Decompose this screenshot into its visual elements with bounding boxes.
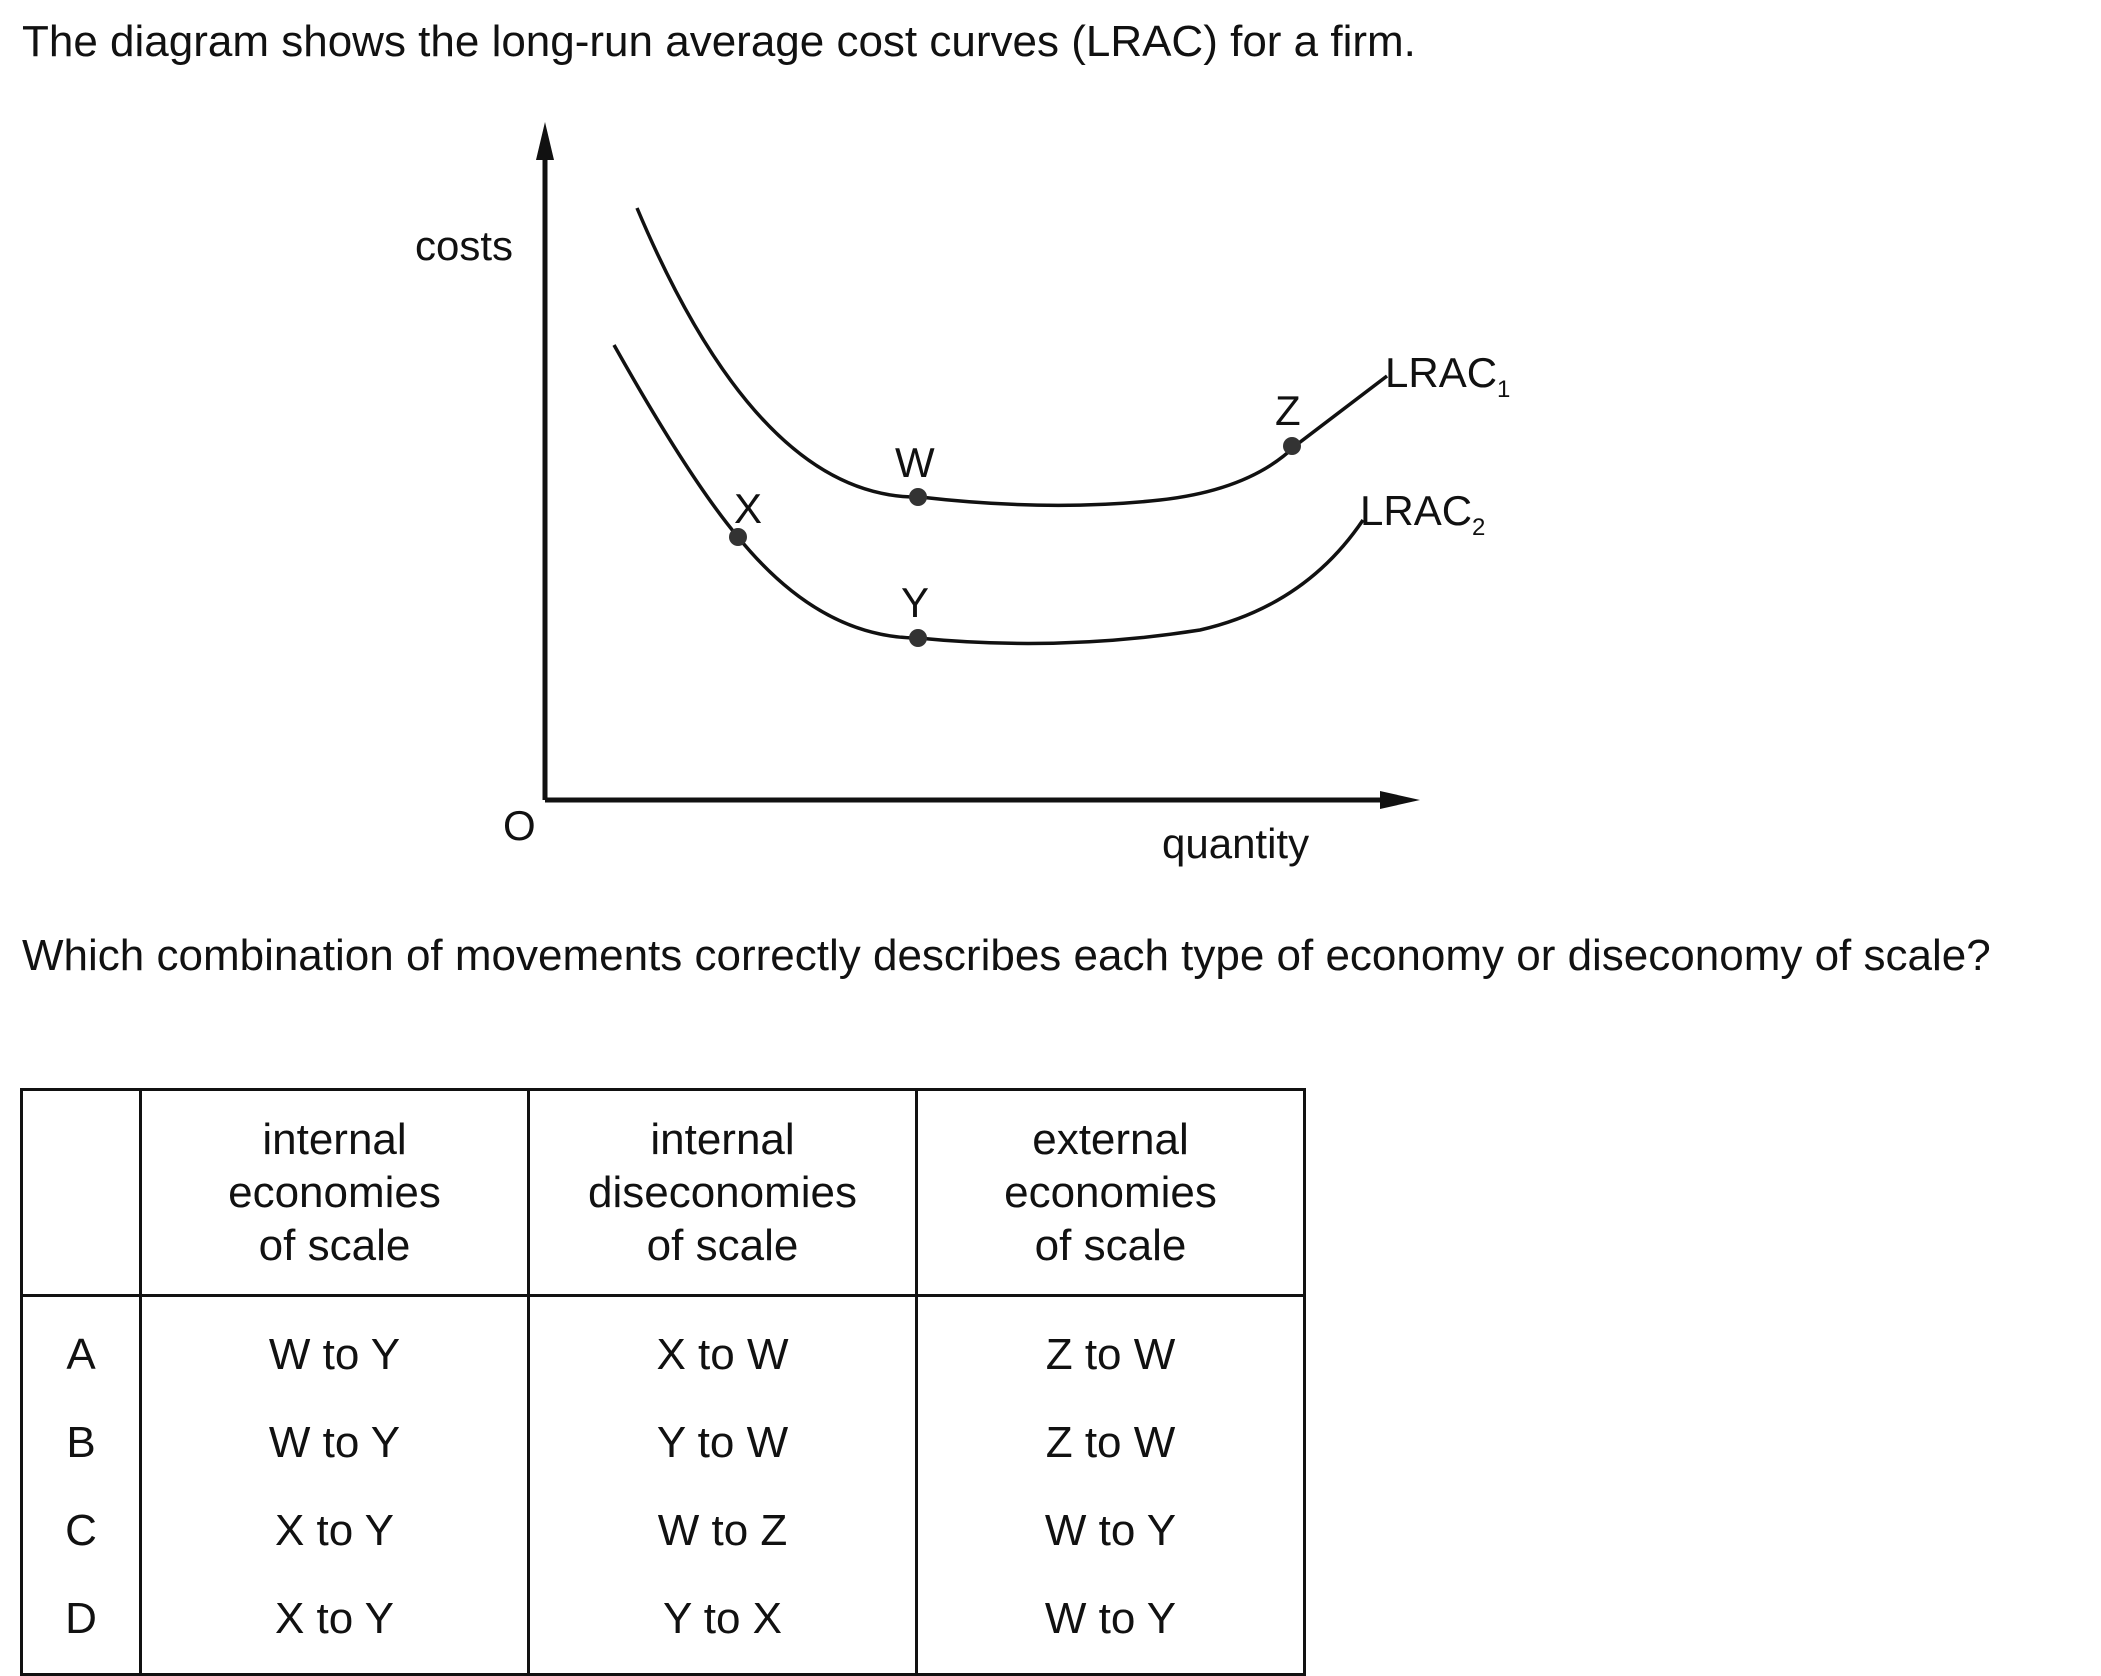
intro-text: The diagram shows the long-run average c… <box>22 17 1416 66</box>
lrac1-curve <box>635 207 1389 508</box>
option-key: C <box>20 1487 142 1575</box>
point-z-label: Z <box>1275 387 1301 434</box>
table-row[interactable]: D X to Y Y to X W to Y <box>20 1575 1306 1676</box>
option-key: B <box>20 1399 142 1487</box>
table-cell: W to Y <box>139 1399 530 1487</box>
origin-label: O <box>503 802 536 849</box>
lrac1-label: LRAC1 <box>1385 349 1510 403</box>
question-text: Which combination of movements correctly… <box>22 931 1991 980</box>
table-cell: W to Y <box>915 1575 1306 1676</box>
table-cell: X to Y <box>139 1575 530 1676</box>
header-line: of scale <box>1034 1221 1187 1270</box>
lrac1-name: LRAC <box>1385 349 1497 396</box>
table-row[interactable]: B W to Y Y to W Z to W <box>20 1399 1306 1487</box>
table-cell: X to W <box>527 1295 918 1399</box>
table-row[interactable]: A W to Y X to W Z to W <box>20 1295 1306 1399</box>
header-line: of scale <box>258 1221 411 1270</box>
lrac2-label: LRAC2 <box>1360 487 1485 541</box>
x-axis-label: quantity <box>1162 820 1309 867</box>
header-line: economies <box>228 1168 441 1217</box>
table-cell: Z to W <box>915 1399 1306 1487</box>
lrac1-subscript: 1 <box>1497 376 1510 403</box>
header-line: internal <box>262 1115 407 1164</box>
y-axis-label: costs <box>415 222 513 269</box>
table-cell: W to Z <box>527 1487 918 1575</box>
point-y-marker <box>909 629 927 647</box>
table-cell: X to Y <box>139 1487 530 1575</box>
header-line: diseconomies <box>587 1168 858 1217</box>
x-axis-arrow <box>1380 791 1420 809</box>
table-cell: Y to X <box>527 1575 918 1676</box>
header-line: of scale <box>646 1221 799 1270</box>
point-y-label: Y <box>901 579 929 626</box>
point-w-label: W <box>895 439 935 486</box>
y-axis-arrow <box>536 122 554 160</box>
table-cell: W to Y <box>139 1295 530 1399</box>
table-row[interactable]: C X to Y W to Z W to Y <box>20 1487 1306 1575</box>
lrac-diagram: costs quantity O W X Y Z LRAC1 LRAC2 <box>415 122 1510 867</box>
header-line: internal <box>650 1115 795 1164</box>
option-key: D <box>20 1575 142 1676</box>
lrac2-curve <box>612 344 1365 646</box>
point-x-label: X <box>734 485 762 532</box>
header-internal-diseconomies: internal diseconomies of scale <box>527 1088 918 1297</box>
header-internal-economies: internal economies of scale <box>139 1088 530 1297</box>
header-blank <box>20 1088 142 1297</box>
lrac2-subscript: 2 <box>1472 514 1485 541</box>
lrac2-name: LRAC <box>1360 487 1472 534</box>
table-header-row: internal economies of scale internal dis… <box>20 1088 1306 1297</box>
header-line: economies <box>1004 1168 1217 1217</box>
point-x-marker <box>729 528 747 546</box>
table-cell: Z to W <box>915 1295 1306 1399</box>
point-z-marker <box>1283 437 1301 455</box>
table-cell: Y to W <box>527 1399 918 1487</box>
table-cell: W to Y <box>915 1487 1306 1575</box>
header-external-economies: external economies of scale <box>915 1088 1306 1297</box>
options-table: internal economies of scale internal dis… <box>20 1088 1306 1676</box>
point-w-marker <box>909 488 927 506</box>
header-line: external <box>1032 1115 1189 1164</box>
option-key: A <box>20 1295 142 1399</box>
